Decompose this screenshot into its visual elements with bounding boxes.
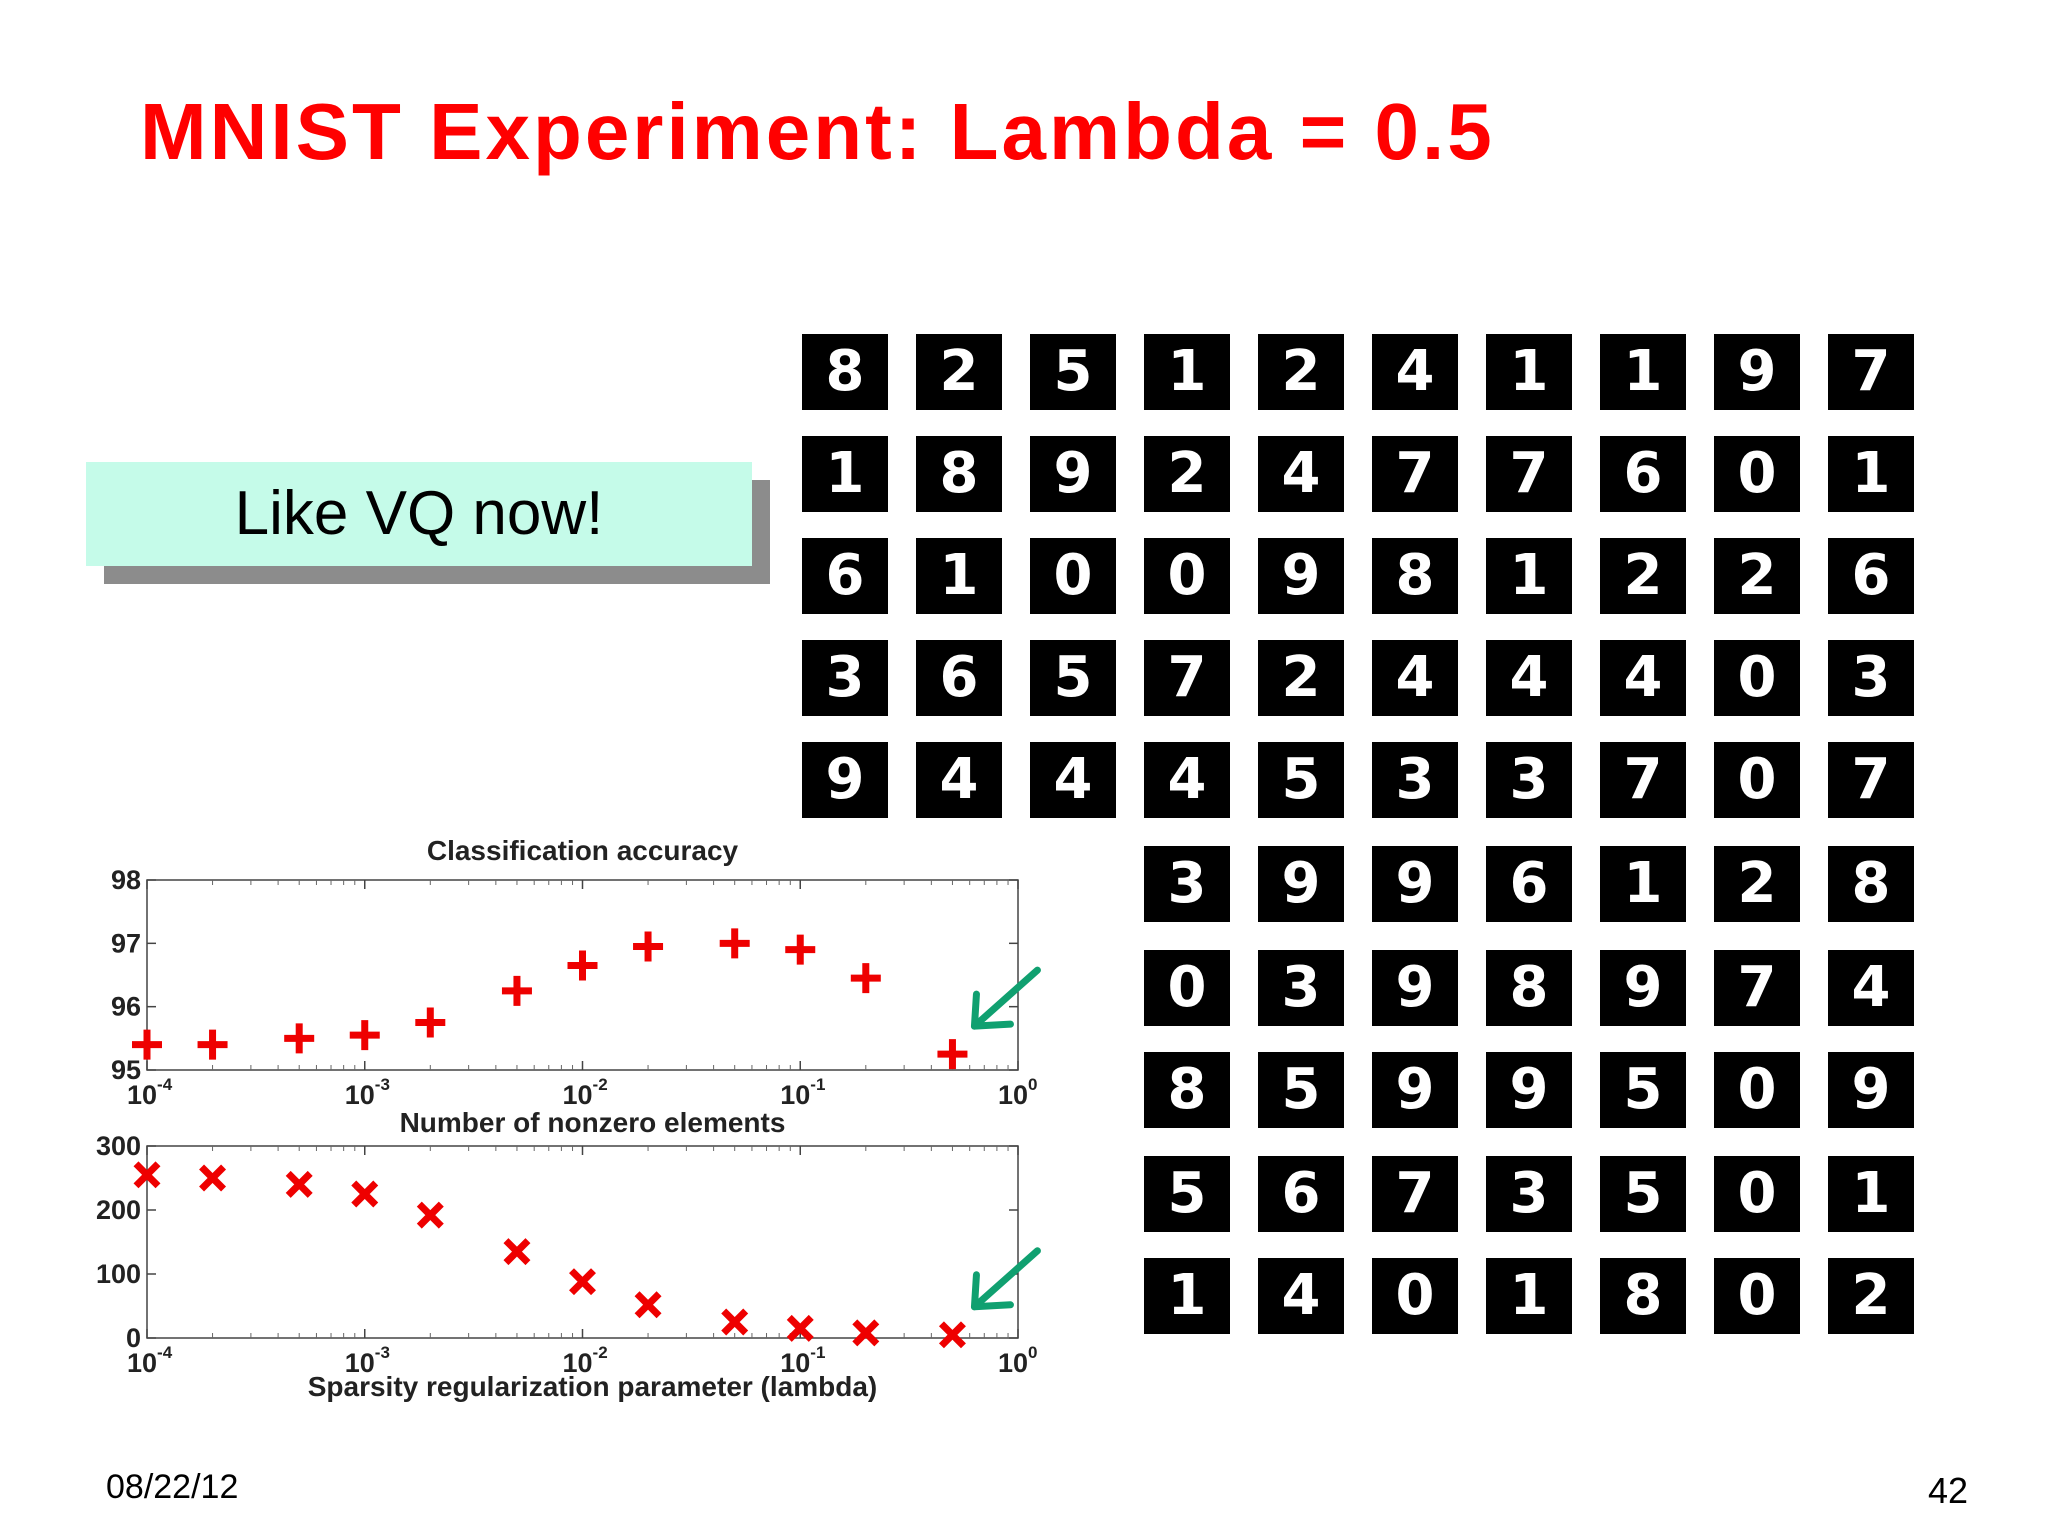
data-point xyxy=(284,1023,315,1054)
data-point xyxy=(199,1164,227,1192)
data-point xyxy=(937,1039,968,1070)
x-tick-exponent: -2 xyxy=(593,1075,608,1094)
callout-box: Like VQ now! xyxy=(86,462,752,566)
y-tick-label: 200 xyxy=(96,1195,141,1225)
x-tick-label: 10-2 xyxy=(563,1075,608,1110)
data-point xyxy=(850,963,881,994)
x-tick-exponent: -1 xyxy=(810,1343,825,1362)
data-point xyxy=(634,1291,662,1319)
arrow-head xyxy=(970,1271,1014,1311)
x-axis-label: Sparsity regularization parameter (lambd… xyxy=(308,1371,878,1402)
data-point xyxy=(197,1029,228,1060)
y-tick-label: 98 xyxy=(111,865,141,895)
data-point xyxy=(501,975,532,1006)
x-tick-label: 10-3 xyxy=(345,1075,390,1110)
data-point xyxy=(132,1029,162,1060)
chart-title: Classification accuracy xyxy=(427,835,739,866)
arrow-head xyxy=(970,990,1014,1030)
data-point xyxy=(938,1321,966,1349)
slide-title: MNIST Experiment: Lambda = 0.5 xyxy=(140,87,1495,176)
x-tick-label: 10-1 xyxy=(780,1075,825,1110)
x-tick-exponent: -2 xyxy=(593,1343,608,1362)
x-tick-label: 100 xyxy=(998,1075,1038,1110)
y-tick-label: 96 xyxy=(111,992,141,1022)
arrow-shaft xyxy=(970,966,1041,1030)
page-number: 42 xyxy=(1927,1470,1968,1511)
data-point xyxy=(852,1319,880,1347)
y-tick-label: 300 xyxy=(96,1131,141,1161)
x-tick-exponent: -1 xyxy=(810,1075,825,1094)
y-tick-label: 95 xyxy=(111,1055,141,1085)
plot-frame xyxy=(146,1145,1019,1339)
data-point xyxy=(567,950,598,981)
data-point xyxy=(503,1238,531,1266)
x-tick-exponent: -3 xyxy=(375,1343,390,1362)
x-axis-label: Number of nonzero elements xyxy=(400,1107,786,1138)
y-tick-label: 100 xyxy=(96,1259,141,1289)
data-point xyxy=(133,1161,161,1189)
arrow-shaft xyxy=(970,1247,1041,1311)
x-tick-label: 10-1 xyxy=(780,1343,825,1378)
data-point xyxy=(351,1180,379,1208)
x-tick-exponent: 0 xyxy=(1028,1343,1037,1362)
callout-text: Like VQ now! xyxy=(234,479,604,548)
x-tick-exponent: 0 xyxy=(1028,1075,1037,1094)
data-point xyxy=(285,1170,313,1198)
x-tick-label: 100 xyxy=(998,1343,1038,1378)
data-point xyxy=(416,1201,444,1229)
data-point xyxy=(569,1268,596,1296)
x-tick-exponent: -3 xyxy=(375,1075,390,1094)
x-tick-label: 10-4 xyxy=(127,1343,173,1378)
data-point xyxy=(349,1020,380,1051)
slide-date: 08/22/12 xyxy=(106,1468,239,1506)
data-point xyxy=(785,934,816,965)
y-tick-label: 97 xyxy=(111,928,141,958)
x-tick-exponent: -4 xyxy=(157,1343,173,1362)
data-point xyxy=(633,931,664,962)
x-tick-label: 10-4 xyxy=(127,1075,173,1110)
data-point xyxy=(786,1314,814,1342)
data-point xyxy=(415,1007,446,1038)
data-point xyxy=(721,1308,749,1336)
x-tick-exponent: -4 xyxy=(157,1075,173,1094)
y-tick-label: 0 xyxy=(126,1323,141,1353)
data-point xyxy=(719,928,750,959)
